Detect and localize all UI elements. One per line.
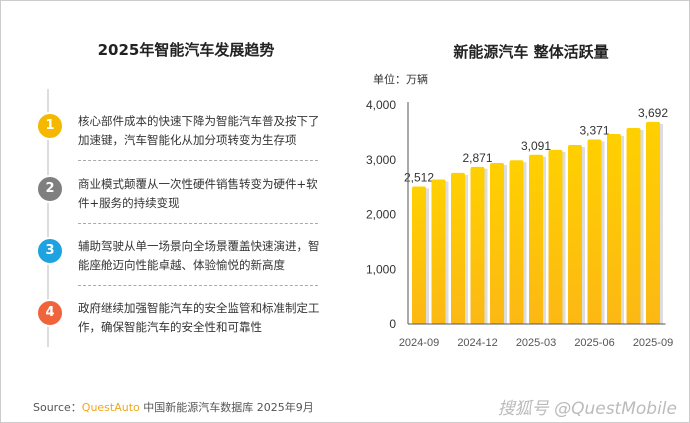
bar xyxy=(607,134,621,324)
bar xyxy=(646,121,660,324)
timeline-line xyxy=(47,89,49,347)
data-label: 3,371 xyxy=(579,123,609,137)
bar xyxy=(529,154,543,324)
trend-text: 政府继续加强智能汽车的安全监管和标准制定工作，确保智能汽车的安全性和可靠性 xyxy=(78,301,320,334)
bar xyxy=(626,127,641,325)
source-text: 中国新能源汽车数据库 2025年9月 xyxy=(139,401,314,414)
bar xyxy=(548,149,563,324)
divider xyxy=(78,223,318,224)
bar xyxy=(412,186,426,324)
data-label: 3,692 xyxy=(638,106,668,120)
divider xyxy=(78,160,318,161)
number-badge: 4 xyxy=(36,299,64,327)
y-tick-label: 4,000 xyxy=(366,98,396,112)
trend-text: 辅助驾驶从单一场景向全场景覆盖快速演进，智能座舱迈向性能卓越、体验愉悦的新高度 xyxy=(78,239,320,272)
y-tick-label: 0 xyxy=(389,317,396,331)
bar xyxy=(451,172,465,324)
trend-text: 核心部件成本的快速下降为智能汽车普及按下了加速键，汽车智能化从加分项转变为生存项 xyxy=(78,114,320,147)
bar xyxy=(490,163,504,324)
x-tick-label: 2025-06 xyxy=(574,337,614,349)
y-tick-label: 3,000 xyxy=(366,153,396,167)
divider xyxy=(78,285,318,286)
bar xyxy=(509,160,524,324)
unit-label: 单位：万辆 xyxy=(373,73,428,86)
bar xyxy=(431,179,446,324)
number-badge: 3 xyxy=(36,237,64,265)
source-footer: Source：QuestAuto 中国新能源汽车数据库 2025年9月 xyxy=(33,399,314,415)
bar xyxy=(568,144,582,324)
trend-text: 商业模式颠覆从一次性硬件销售转变为硬件+软件+服务的持续变现 xyxy=(78,177,318,210)
data-label: 3,091 xyxy=(521,139,551,153)
bar xyxy=(587,139,602,324)
source-label: Source： xyxy=(33,401,82,414)
x-tick-label: 2024-12 xyxy=(457,337,497,349)
x-tick-label: 2025-03 xyxy=(516,337,556,349)
number-badge: 2 xyxy=(36,175,64,203)
source-brand: QuestAuto xyxy=(81,401,140,414)
number-badge: 1 xyxy=(36,112,64,140)
y-tick-label: 1,000 xyxy=(366,262,396,276)
data-label: 2,871 xyxy=(462,151,492,165)
y-tick-label: 2,000 xyxy=(366,208,396,222)
data-label: 2,512 xyxy=(404,170,434,184)
left-title: 2025年智能汽车发展趋势 xyxy=(97,41,275,59)
x-tick-label: 2025-09 xyxy=(633,337,673,349)
x-tick-label: 2024-09 xyxy=(399,337,439,349)
watermark: 搜狐号 @QuestMobile xyxy=(497,399,677,419)
bar xyxy=(470,166,485,324)
chart-title: 新能源汽车 整体活跃量 xyxy=(453,43,609,61)
